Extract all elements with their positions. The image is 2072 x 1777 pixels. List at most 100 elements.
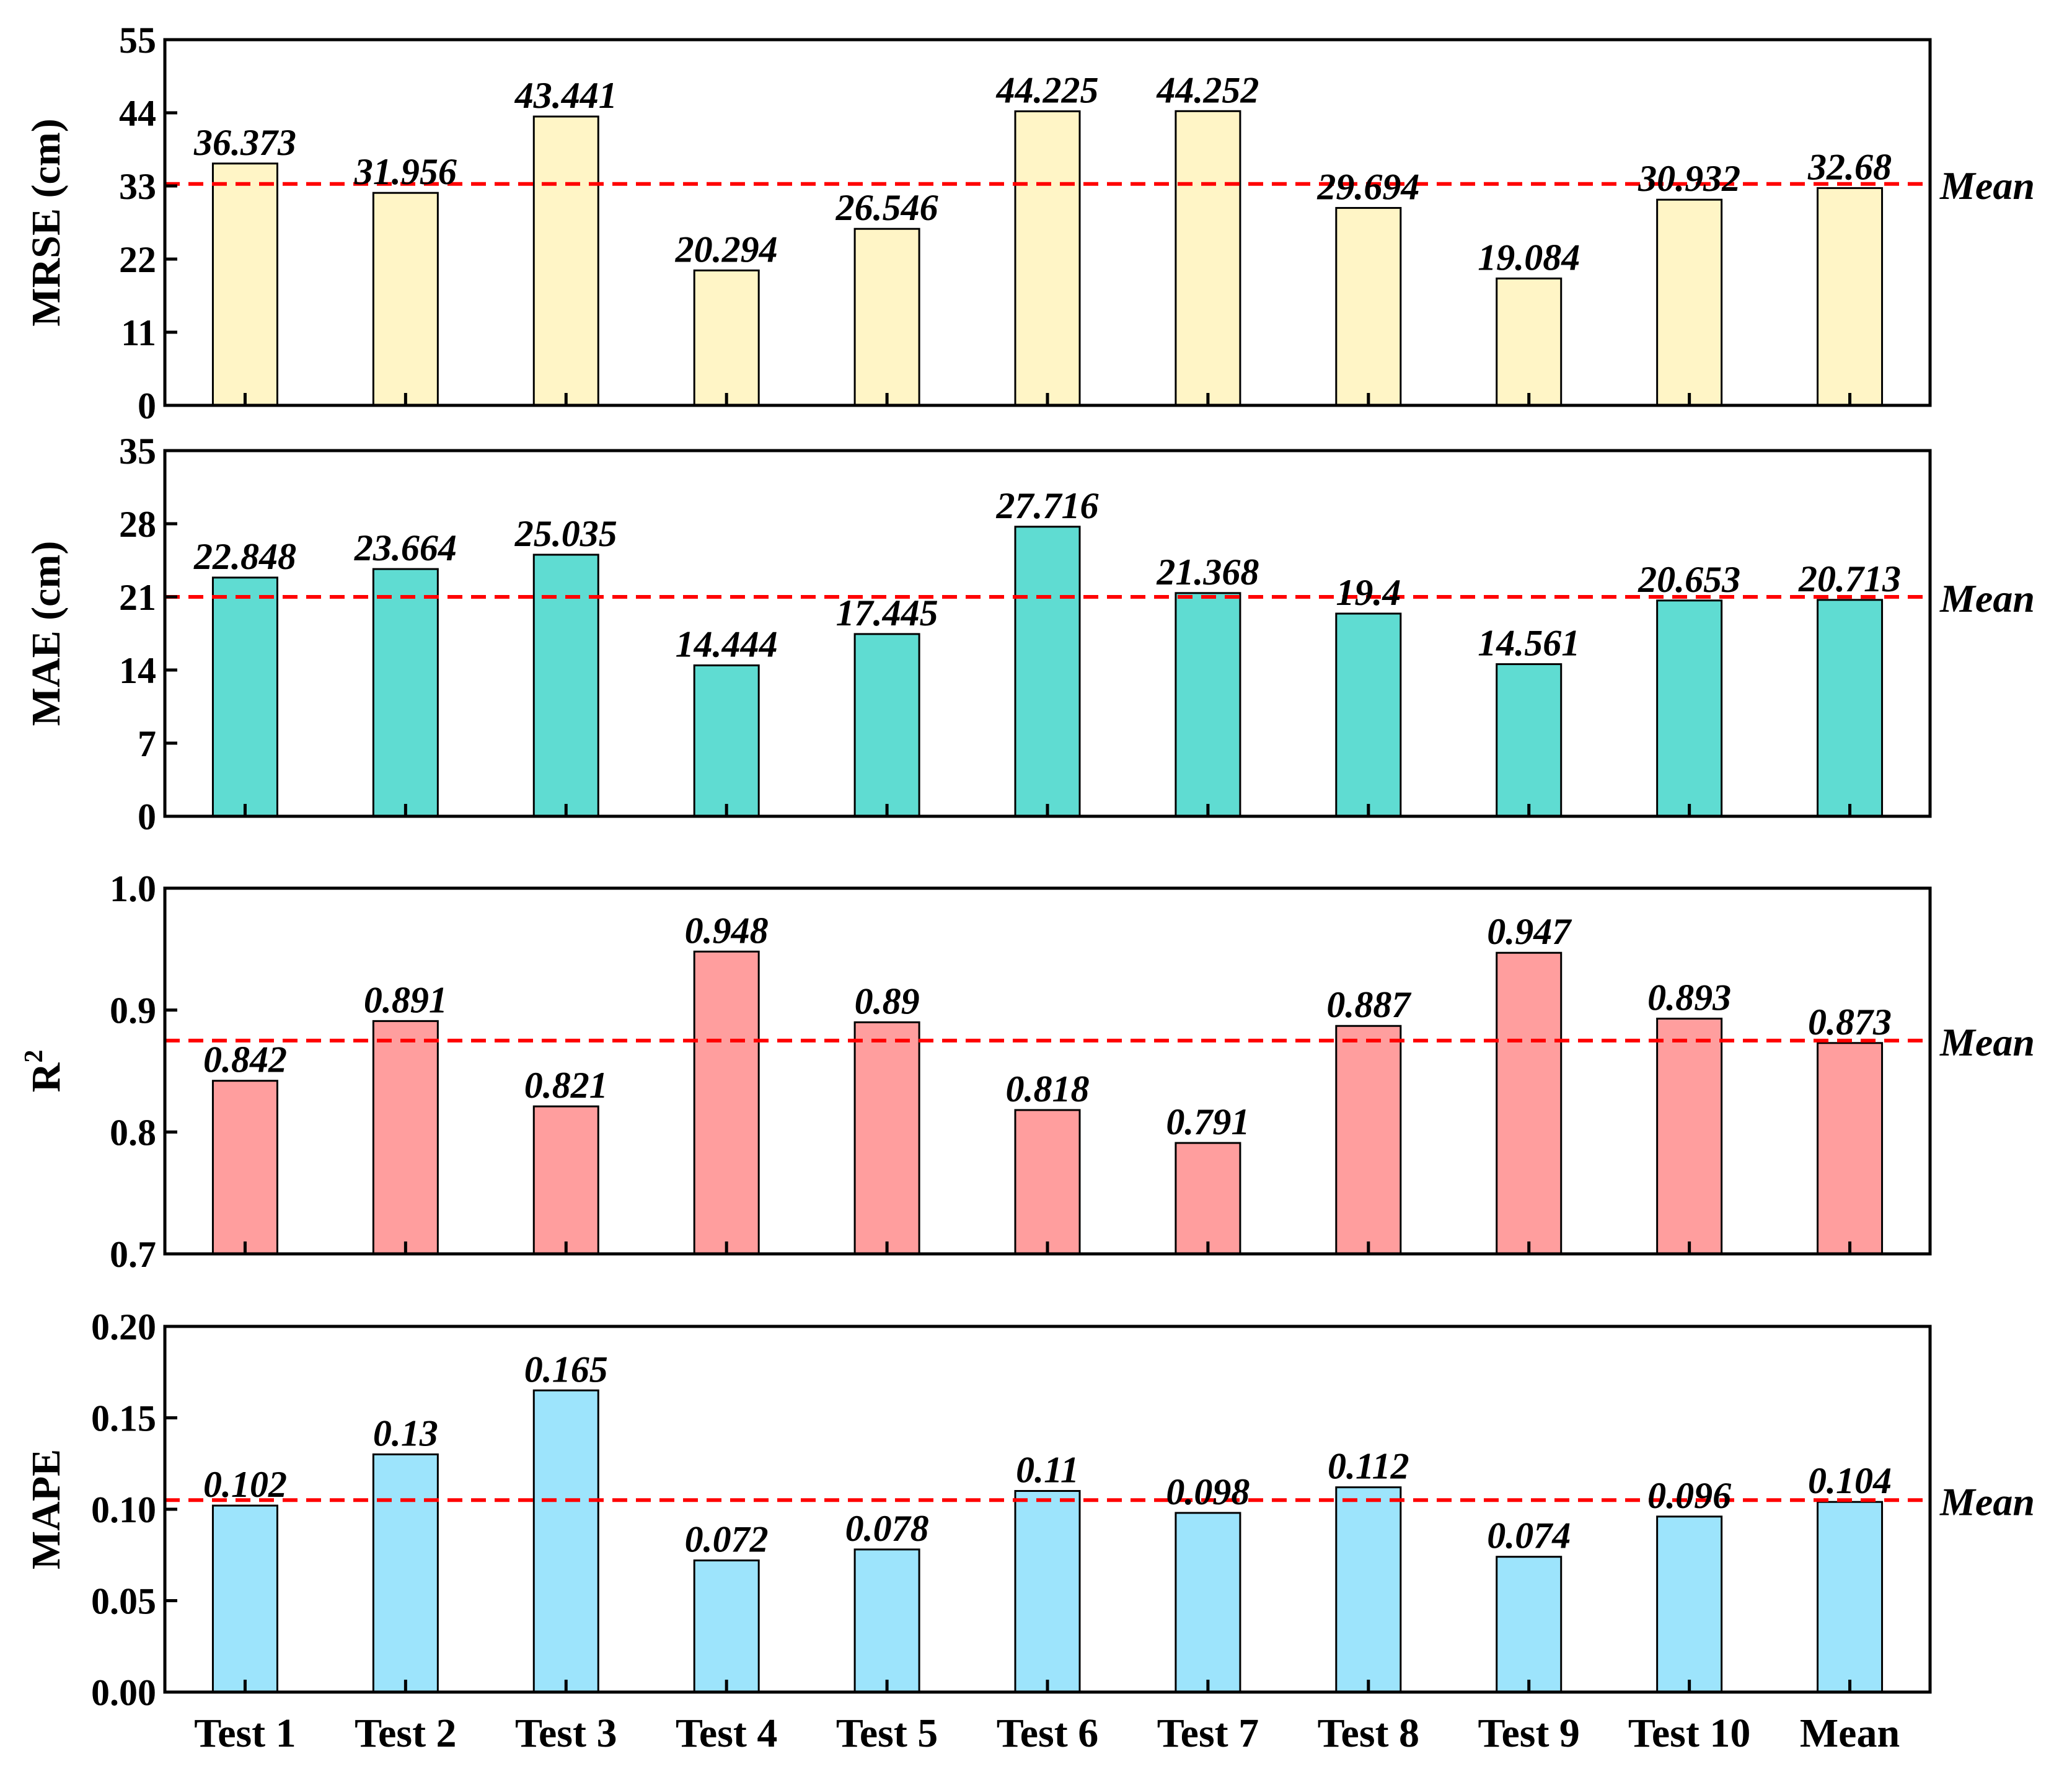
- y-tick-label-mae: 0: [138, 796, 156, 837]
- data-label-r2-1: 0.842: [203, 1039, 287, 1080]
- data-label-mape-4: 0.072: [685, 1519, 769, 1560]
- bar-r2-9: [1496, 951, 1563, 1255]
- bar-r2-2: [372, 1020, 439, 1255]
- bar-mae-7: [1175, 592, 1241, 818]
- bar-r2-8: [1335, 1025, 1402, 1255]
- data-label-mape-8: 0.112: [1328, 1446, 1409, 1487]
- data-label-mrse-6: 44.225: [996, 70, 1099, 111]
- panel-mrse: 36.373 31.956 43.441 20.294 26.546 44.225 44.2…: [24, 20, 2035, 426]
- data-label-r2-11: 0.873: [1808, 1002, 1892, 1043]
- bar-mape-8: [1335, 1486, 1402, 1693]
- bar-mrse-1: [211, 162, 278, 407]
- panel-frame-mae: [163, 449, 1932, 818]
- y-axis-title-mrse: MRSE (cm): [24, 118, 69, 326]
- data-label-mae-1: 22.848: [193, 536, 296, 577]
- bar-mrse-11: [1817, 187, 1884, 407]
- panel-frame-mape: [163, 1325, 1932, 1694]
- bar-r2-4: [693, 950, 760, 1255]
- bar-mape-6: [1014, 1490, 1081, 1693]
- panel-mae: 22.848 23.664 25.035 14.444 17.445 27.716 21.3…: [24, 431, 2035, 837]
- bar-mrse-9: [1496, 277, 1563, 407]
- data-label-r2-7: 0.791: [1166, 1101, 1250, 1142]
- bar-mrse-3: [532, 115, 599, 407]
- y-tick-label-mape: 0.15: [91, 1398, 156, 1439]
- bar-mae-9: [1496, 663, 1563, 818]
- y-tick-label-mrse: 33: [119, 166, 156, 207]
- x-tick-label-1: Test 1: [194, 1711, 296, 1756]
- y-tick-label-r2: 0.7: [110, 1234, 156, 1275]
- data-label-mae-2: 23.664: [354, 527, 457, 568]
- y-tick-label-r2: 1.0: [110, 868, 156, 909]
- data-label-r2-9: 0.947: [1487, 911, 1572, 952]
- y-tick-label-mape: 0.20: [91, 1307, 156, 1347]
- data-label-mrse-9: 19.084: [1478, 237, 1580, 278]
- data-label-mae-4: 14.444: [676, 624, 778, 665]
- data-label-mrse-5: 26.546: [835, 187, 938, 228]
- y-tick-label-mape: 0.10: [91, 1489, 156, 1530]
- x-tick-label-10: Test 10: [1628, 1711, 1750, 1756]
- bar-mrse-2: [372, 192, 439, 407]
- data-label-mrse-4: 20.294: [675, 229, 778, 270]
- data-label-r2-5: 0.89: [855, 981, 920, 1021]
- y-axis-title-sup: 2: [20, 1050, 48, 1063]
- data-label-mape-9: 0.074: [1487, 1515, 1571, 1556]
- bar-r2-3: [532, 1105, 599, 1255]
- y-tick-label-mape: 0.00: [91, 1672, 156, 1713]
- data-label-r2-8: 0.887: [1326, 984, 1411, 1025]
- bar-mae-4: [693, 664, 760, 818]
- y-tick-label-mrse: 11: [121, 312, 156, 353]
- y-axis-title-mape: MAPE: [24, 1449, 69, 1569]
- data-label-mape-10: 0.096: [1647, 1475, 1731, 1516]
- mean-label-mae: Mean: [1939, 576, 2035, 620]
- bar-mae-1: [211, 576, 278, 818]
- bar-mape-11: [1817, 1501, 1884, 1693]
- y-tick-label-mae: 21: [119, 577, 156, 618]
- data-label-mae-6: 27.716: [996, 485, 1099, 526]
- data-label-mae-3: 25.035: [514, 513, 617, 554]
- data-label-mrse-8: 29.694: [1316, 166, 1419, 207]
- y-tick-label-r2: 0.9: [110, 990, 156, 1031]
- data-label-mrse-10: 30.932: [1638, 158, 1740, 199]
- bar-mape-2: [372, 1453, 439, 1693]
- bar-r2-6: [1014, 1109, 1081, 1255]
- bar-mrse-7: [1175, 110, 1241, 407]
- y-tick-label-mae: 14: [119, 650, 156, 691]
- x-axis-labels: Test 1 Test 2 Test 3 Test 4 Test 5 Test 6 Test…: [194, 1711, 1900, 1756]
- data-label-mape-2: 0.13: [373, 1413, 438, 1454]
- data-label-mae-8: 19.4: [1336, 572, 1401, 613]
- data-label-r2-4: 0.948: [685, 910, 769, 951]
- y-tick-label-mrse: 22: [119, 239, 156, 280]
- data-label-mae-9: 14.561: [1478, 623, 1580, 664]
- bar-mape-4: [693, 1559, 760, 1693]
- bar-mape-9: [1496, 1556, 1563, 1693]
- x-tick-label-5: Test 5: [836, 1711, 938, 1756]
- data-label-mape-1: 0.102: [203, 1464, 287, 1505]
- x-tick-label-9: Test 9: [1478, 1711, 1580, 1756]
- bar-mae-3: [532, 553, 599, 818]
- bar-mae-6: [1014, 526, 1081, 818]
- data-label-mape-11: 0.104: [1808, 1460, 1892, 1501]
- y-tick-label-mae: 35: [119, 431, 156, 472]
- mean-label-mape: Mean: [1939, 1479, 2035, 1523]
- data-label-mae-5: 17.445: [836, 593, 938, 633]
- bar-mape-7: [1175, 1512, 1241, 1693]
- x-tick-label-8: Test 8: [1318, 1711, 1419, 1756]
- bar-r2-1: [211, 1080, 278, 1255]
- y-tick-label-mrse: 0: [138, 386, 156, 426]
- bar-mrse-8: [1335, 206, 1402, 407]
- bar-r2-11: [1817, 1042, 1884, 1255]
- bar-mape-1: [211, 1504, 278, 1693]
- data-label-mrse-3: 43.441: [514, 75, 617, 116]
- data-label-mrse-11: 32.68: [1807, 146, 1892, 187]
- bar-mae-5: [853, 633, 920, 818]
- panel-frame-r2: [163, 886, 1932, 1256]
- bar-mae-8: [1335, 612, 1402, 818]
- x-tick-label-6: Test 6: [997, 1711, 1098, 1756]
- x-tick-label-11: Mean: [1800, 1711, 1900, 1756]
- x-tick-label-3: Test 3: [515, 1711, 617, 1756]
- mean-label-mrse: Mean: [1939, 164, 2035, 208]
- x-tick-label-7: Test 7: [1157, 1711, 1259, 1756]
- bar-mrse-6: [1014, 110, 1081, 407]
- y-tick-label-mrse: 55: [119, 20, 156, 61]
- bar-mae-10: [1656, 599, 1723, 818]
